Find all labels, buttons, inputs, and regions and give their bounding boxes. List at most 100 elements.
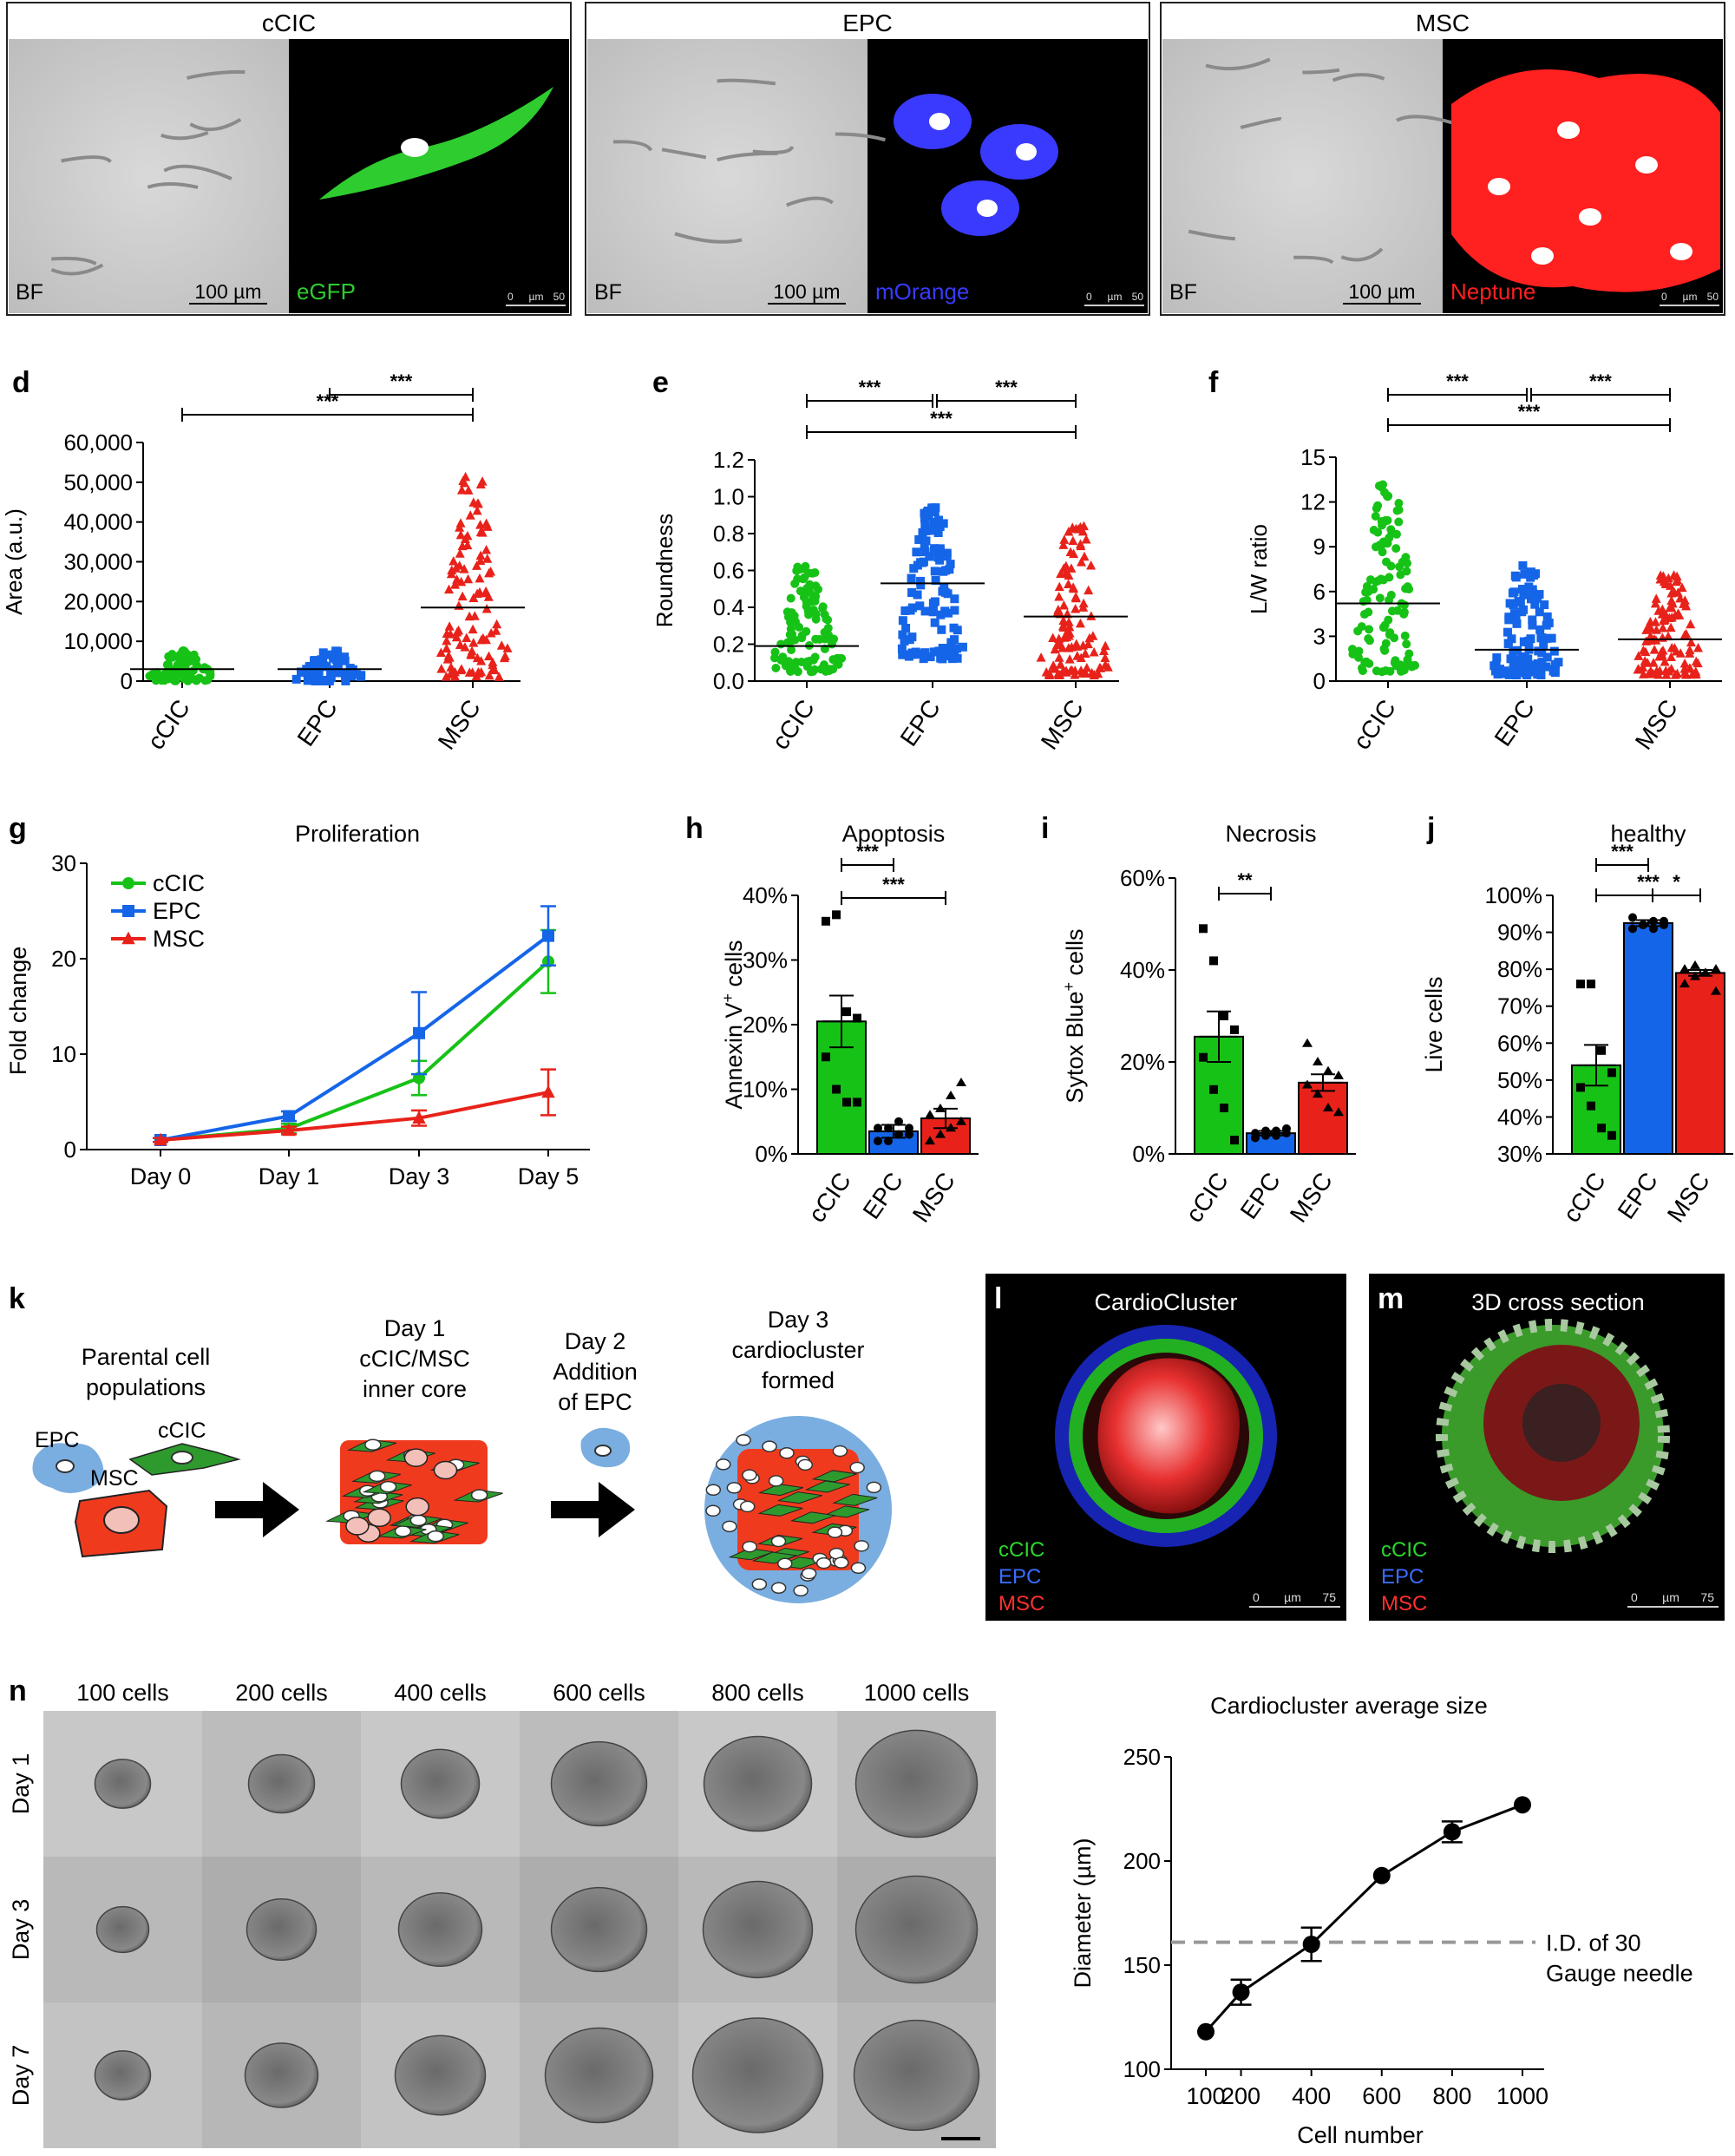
nucleus-icon xyxy=(736,1434,751,1446)
data-point xyxy=(304,676,313,685)
data-point xyxy=(1672,571,1682,581)
data-point xyxy=(785,665,795,675)
data-point xyxy=(482,554,493,563)
data-point xyxy=(1251,1129,1260,1138)
y-tick-label: 0 xyxy=(64,1137,76,1163)
data-point xyxy=(938,644,947,653)
significance-label: *** xyxy=(390,370,413,392)
ruler-unit: µm xyxy=(1662,1590,1679,1604)
data-point xyxy=(1666,595,1677,605)
data-point xyxy=(1098,645,1109,656)
y-axis-label: L/W ratio xyxy=(1246,524,1272,614)
y-tick-label: 30% xyxy=(743,947,788,973)
data-point xyxy=(1666,587,1677,598)
data-point xyxy=(455,529,466,540)
x-tick-label: Day 3 xyxy=(389,1163,450,1189)
micrograph-a: cCIC BF 100 µm eGFP 0 µm 50 xyxy=(6,2,572,316)
data-point xyxy=(940,583,949,593)
y-tick-label: 100 xyxy=(1123,2056,1161,2082)
data-point xyxy=(1065,547,1076,557)
data-point xyxy=(467,645,477,656)
data-point xyxy=(1347,645,1357,654)
data-point xyxy=(1078,640,1089,650)
y-axis-label: Annexin V+ cells xyxy=(719,940,747,1109)
significance-label: *** xyxy=(1518,401,1541,423)
data-point xyxy=(1550,659,1560,669)
data-point xyxy=(1398,557,1407,567)
data-point xyxy=(820,634,829,644)
y-tick-label: 0.4 xyxy=(713,594,744,620)
x-tick-label: cCIC xyxy=(142,695,195,755)
data-point xyxy=(459,564,469,573)
panel-letter-k: k xyxy=(9,1282,25,1315)
data-point xyxy=(1639,921,1647,930)
y-tick-label: 60,000 xyxy=(63,429,133,455)
nucleus-icon xyxy=(742,1540,757,1553)
nucleus-icon xyxy=(815,1556,832,1569)
msc-nucleus-icon xyxy=(433,1460,458,1480)
data-point xyxy=(200,663,209,672)
data-point xyxy=(1077,526,1088,536)
data-point xyxy=(488,664,499,673)
data-point xyxy=(1520,569,1529,579)
label-epc: EPC xyxy=(35,1428,79,1452)
ccic-cell-icon xyxy=(728,1548,774,1561)
x-tick-label: 600 xyxy=(1362,2083,1401,2109)
y-tick-label: 10% xyxy=(743,1077,788,1103)
data-point xyxy=(346,667,356,677)
data-point xyxy=(1509,646,1518,656)
bf-cell xyxy=(163,164,232,180)
data-point xyxy=(945,565,954,574)
spheroid xyxy=(854,1875,979,1984)
data-point xyxy=(831,657,841,666)
data-point xyxy=(1089,647,1099,657)
data-point xyxy=(913,590,922,600)
data-point xyxy=(460,642,470,652)
data-point xyxy=(1525,569,1535,579)
y-axis-label: Roundness xyxy=(651,514,678,628)
legend-epc: EPC xyxy=(1381,1565,1424,1589)
msc-nucleus-icon xyxy=(403,1448,429,1467)
data-point xyxy=(1066,563,1077,573)
data-point xyxy=(822,614,831,624)
data-point xyxy=(477,476,488,486)
data-point xyxy=(901,623,911,632)
data-point xyxy=(1394,505,1404,514)
column-label: 400 cells xyxy=(394,1680,487,1706)
data-point xyxy=(468,593,479,603)
x-tick-label: EPC xyxy=(894,695,945,751)
x-axis-label: Cell number xyxy=(1297,2122,1424,2148)
data-point xyxy=(1509,600,1518,610)
y-tick-label: 100% xyxy=(1485,882,1543,908)
data-point xyxy=(1402,567,1411,576)
bar-necrosis: 0% 20% 40% 60% Necrosis Sytox Blue+ cells cCIC… xyxy=(1060,821,1356,1227)
micrograph-c: MSC BF 100 µm Neptune 0 µm 50 xyxy=(1160,2,1725,316)
data-point xyxy=(1086,560,1097,570)
msc-core xyxy=(1097,1358,1240,1514)
bf-label: BF xyxy=(594,280,622,305)
data-point xyxy=(1036,652,1046,662)
data-point xyxy=(1394,499,1404,508)
bf-cell xyxy=(1332,73,1385,82)
data-point xyxy=(956,1078,966,1087)
data-point xyxy=(1648,658,1659,667)
nucleus-icon xyxy=(409,1514,428,1527)
data-point xyxy=(1542,620,1551,630)
data-point xyxy=(925,552,934,561)
data-point xyxy=(874,1137,882,1146)
data-point xyxy=(820,627,829,637)
data-point xyxy=(1503,627,1512,637)
x-tick-label: MSC xyxy=(1662,1168,1715,1228)
y-tick-label: 0 xyxy=(121,668,133,694)
data-point xyxy=(283,1110,295,1123)
label-day3-3: formed xyxy=(762,1367,835,1393)
label-parental-2: populations xyxy=(86,1374,206,1400)
y-tick-label: 20% xyxy=(1120,1049,1165,1075)
nucleus-icon xyxy=(364,1438,382,1452)
nucleus-icon xyxy=(705,1484,722,1497)
data-point xyxy=(786,593,795,603)
data-point xyxy=(1055,639,1065,648)
data-point xyxy=(1378,480,1388,489)
bf-cell xyxy=(1205,57,1271,71)
